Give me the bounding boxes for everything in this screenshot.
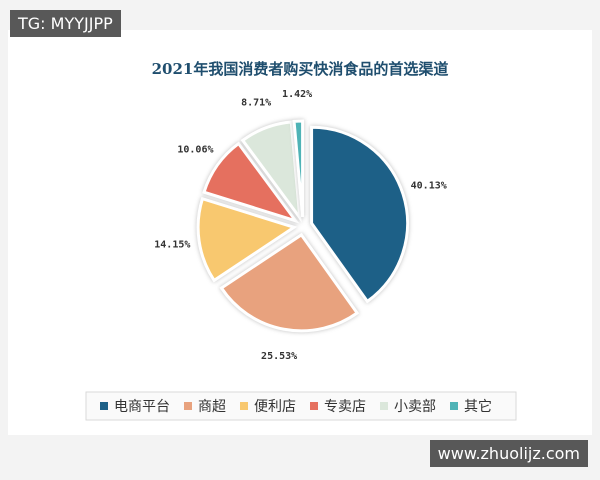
value-label: 1.42% [282,89,312,100]
legend-swatch [380,402,388,410]
legend-label: 小卖部 [394,399,436,415]
legend-box [85,391,517,421]
chart-background [8,30,592,435]
value-label: 10.06% [177,144,213,155]
legend-label: 商超 [198,399,226,415]
legend-label: 其它 [464,398,492,415]
value-label: 25.53% [261,351,297,362]
pie-slice [310,125,410,304]
pie-slice [240,120,302,223]
watermark: TG: MYYJJPP [10,10,121,37]
pie-slice [196,196,298,283]
legend-swatch [240,402,248,410]
value-label: 14.15% [154,240,190,251]
legend-label: 专卖店 [324,399,366,415]
legend-label: 电商平台 [114,399,170,415]
value-label: 40.13% [411,181,447,192]
pie-slice [202,141,300,224]
pie-slice [292,119,305,218]
chart-title: 2021年我国消费者购买快消食品的首选渠道 [152,60,449,78]
watermark: www.zhuolijz.com [429,440,588,467]
value-label: 8.71% [241,98,271,109]
legend-swatch [450,402,458,410]
legend-swatch [184,402,192,410]
pie-slice [219,232,360,333]
legend-swatch [310,402,318,410]
legend-swatch [100,402,108,410]
legend-label: 便利店 [254,399,296,415]
